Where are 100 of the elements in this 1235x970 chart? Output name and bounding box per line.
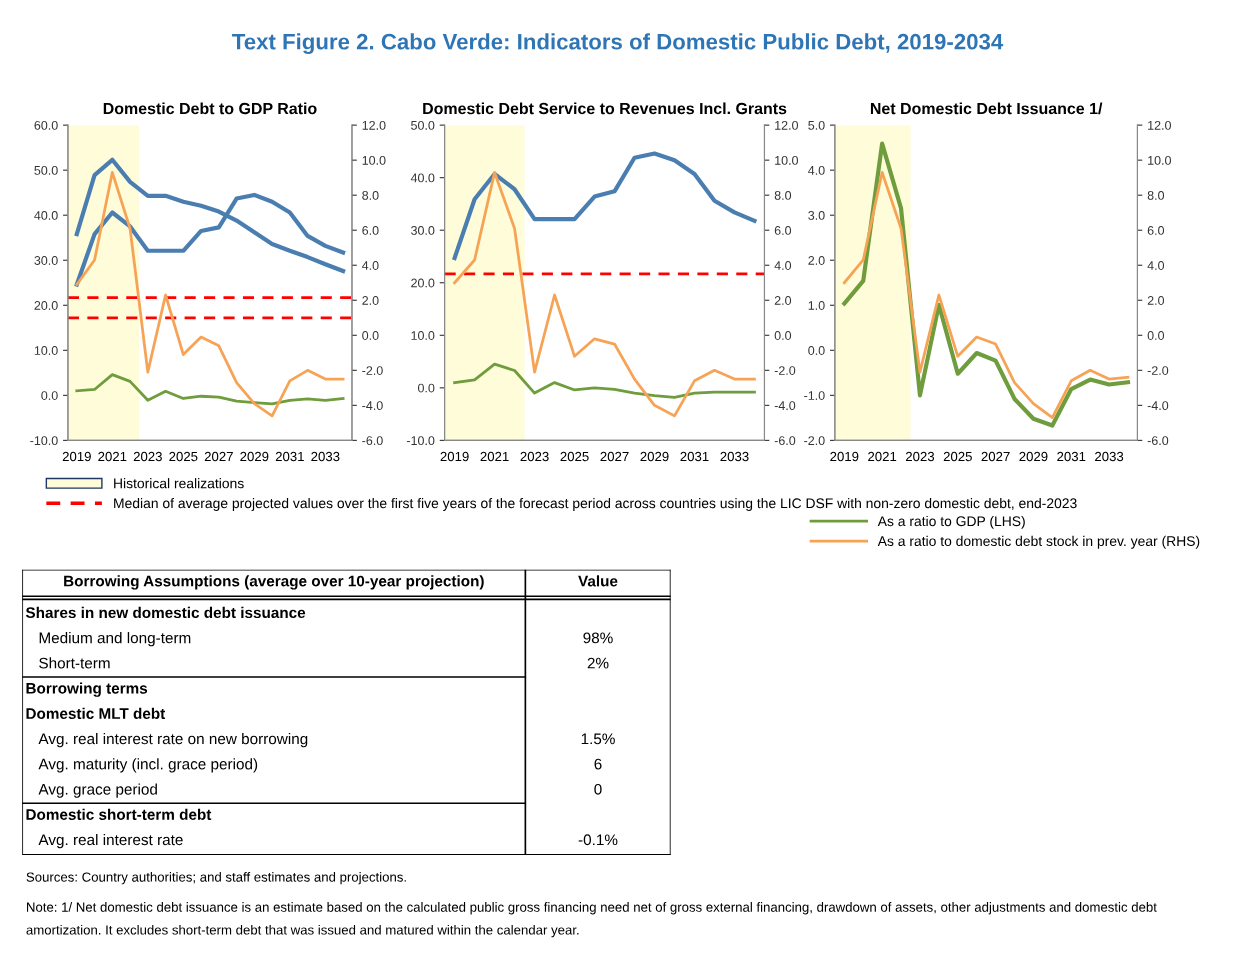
y2-tick-label: 12.0	[362, 120, 386, 130]
line-series	[452, 151, 757, 261]
category-label: Domestic MLT debt	[26, 707, 166, 719]
category-label: Short-term	[39, 657, 110, 669]
legend-label: Historical realizations	[114, 478, 244, 489]
y2-tick-label: -6.0	[362, 436, 383, 446]
legend-label: Median of average projected values over the first five years of the forecast period across countries using the LIC DSF with non-zero domestic debt, end-2023	[114, 497, 1077, 511]
source-note: Sources: Country authorities; and staff estimates and projections.	[26, 872, 406, 885]
y2-tick-label: 0.0	[774, 331, 792, 340]
category-label: Medium and long-term	[39, 632, 191, 647]
x-tick-label: 2033	[1095, 451, 1124, 462]
text: 6	[594, 758, 602, 770]
legend-label: As a ratio to GDP (LHS)	[877, 515, 1025, 529]
y2-tick-label: 6.0	[362, 226, 379, 235]
y-tick-label: 40.0	[34, 211, 58, 220]
x-tick-label: 2021	[480, 451, 509, 462]
line-series	[75, 171, 345, 418]
y2-tick-label: -4.0	[774, 401, 796, 410]
x-tick-label: 2031	[275, 451, 304, 462]
y-tick-label: -2.0	[804, 436, 825, 446]
y2-tick-label: 4.0	[361, 261, 379, 270]
x-tick-label: 2027	[981, 451, 1010, 462]
y-tick-label: 0.0	[41, 391, 58, 400]
y-tick-label: 1.0	[808, 301, 825, 310]
y-tick-label: 0.0	[808, 346, 825, 355]
x-tick-label: 2029	[1019, 451, 1048, 462]
y-tick-label: -10.0	[406, 436, 435, 446]
y-tick-label: 5.0	[808, 120, 825, 130]
y2-tick-label: 12.0	[1148, 120, 1171, 130]
category-label: Avg. real interest rate	[38, 833, 183, 849]
y2-tick-label: -4.0	[1147, 401, 1169, 410]
y2-tick-label: -6.0	[774, 436, 796, 446]
x-tick-label: 2023	[905, 451, 935, 462]
y-tick-label: 20.0	[34, 301, 58, 310]
y2-tick-label: -6.0	[1147, 436, 1169, 446]
line-series	[453, 362, 756, 399]
x-tick-label: 2023	[520, 451, 549, 462]
y2-tick-label: 10.0	[362, 155, 386, 165]
y-tick-label: 50.0	[34, 165, 58, 175]
y2-tick-label: 8.0	[1147, 190, 1165, 200]
y2-tick-label: 6.0	[774, 226, 792, 235]
category-label: Avg. grace period	[38, 783, 157, 798]
text: 2%	[587, 657, 609, 669]
y-tick-label: 0.0	[417, 383, 435, 393]
x-tick-label: 2031	[680, 451, 709, 462]
y-tick-label: 30.0	[411, 226, 435, 235]
x-tick-label: 2033	[311, 451, 340, 462]
text: 0	[594, 783, 602, 795]
y2-tick-label: -2.0	[1147, 366, 1169, 375]
x-tick-label: 2027	[600, 451, 629, 462]
y2-tick-label: 0.0	[1147, 331, 1165, 340]
y-tick-label: 10.0	[411, 331, 435, 340]
x-tick-label: 2019	[830, 451, 859, 462]
y-tick-label: 20.0	[411, 278, 435, 288]
x-tick-label: 2023	[133, 451, 162, 462]
text: Text Figure 2. Cabo Verde: Indicators of Domestic Public Debt, 2019-2034	[232, 33, 1004, 55]
category-label: Value	[578, 575, 618, 587]
y-tick-label: 40.0	[410, 173, 435, 183]
x-tick-label: 2027	[204, 451, 233, 462]
chart-title: Domestic Debt Service to Revenues Incl. Grants	[423, 102, 787, 115]
x-tick-label: 2019	[440, 451, 469, 462]
x-tick-label: 2029	[240, 451, 269, 462]
category-label: Avg. real interest rate on new borrowing	[38, 733, 308, 748]
x-tick-label: 2021	[98, 451, 127, 462]
text: 98%	[583, 632, 613, 644]
x-tick-label: 2025	[943, 451, 972, 462]
category-label: Shares in new domestic debt issuance	[25, 606, 306, 619]
y2-tick-label: -4.0	[362, 401, 383, 410]
line-series	[453, 171, 756, 418]
y2-tick-label: 8.0	[774, 190, 792, 200]
y2-tick-label: 10.0	[775, 155, 799, 165]
text: 1.5%	[581, 733, 615, 745]
y2-tick-label: 10.0	[1148, 155, 1171, 165]
y2-tick-label: 0.0	[362, 331, 379, 340]
x-tick-label: 2019	[62, 451, 91, 462]
chart-title: Domestic Debt to GDP Ratio	[103, 102, 317, 115]
y-tick-label: -1.0	[804, 391, 825, 400]
legend-label: As a ratio to domestic debt stock in prev. year (RHS)	[877, 535, 1200, 549]
y2-tick-label: -2.0	[362, 366, 383, 375]
category-label: Avg. maturity (incl. grace period)	[38, 758, 258, 773]
x-tick-label: 2031	[1057, 451, 1086, 462]
text: Note: 1/ Net domestic debt issuance is an estimate based on the calculated public gross financing need net of gross external financing, drawdown of assets, other adjustments and domestic debt amortization. It excludes short-term debt that was issued and matured within the calendar year.	[26, 902, 1157, 938]
x-tick-label: 2025	[169, 451, 198, 462]
x-tick-label: 2021	[868, 451, 897, 462]
category-label: Borrowing Assumptions (average over 10-year projection)	[64, 575, 484, 590]
y-tick-label: 2.0	[808, 256, 825, 265]
y2-tick-label: 12.0	[775, 120, 799, 130]
y-tick-label: 4.0	[808, 165, 825, 175]
y2-tick-label: 6.0	[1147, 226, 1165, 235]
y-tick-label: 10.0	[34, 346, 58, 355]
x-tick-label: 2025	[560, 451, 589, 462]
y2-tick-label: 4.0	[1147, 261, 1165, 270]
chart-title: Net Domestic Debt Issuance 1/	[870, 102, 1103, 115]
line-series	[75, 373, 345, 406]
y-tick-label: -10.0	[30, 436, 58, 446]
y2-tick-label: 2.0	[362, 296, 379, 305]
category-label: Borrowing terms	[26, 682, 148, 697]
category-label: Domestic short-term debt	[26, 808, 212, 820]
y-tick-label: 30.0	[34, 256, 58, 265]
y-tick-label: 3.0	[808, 211, 825, 220]
